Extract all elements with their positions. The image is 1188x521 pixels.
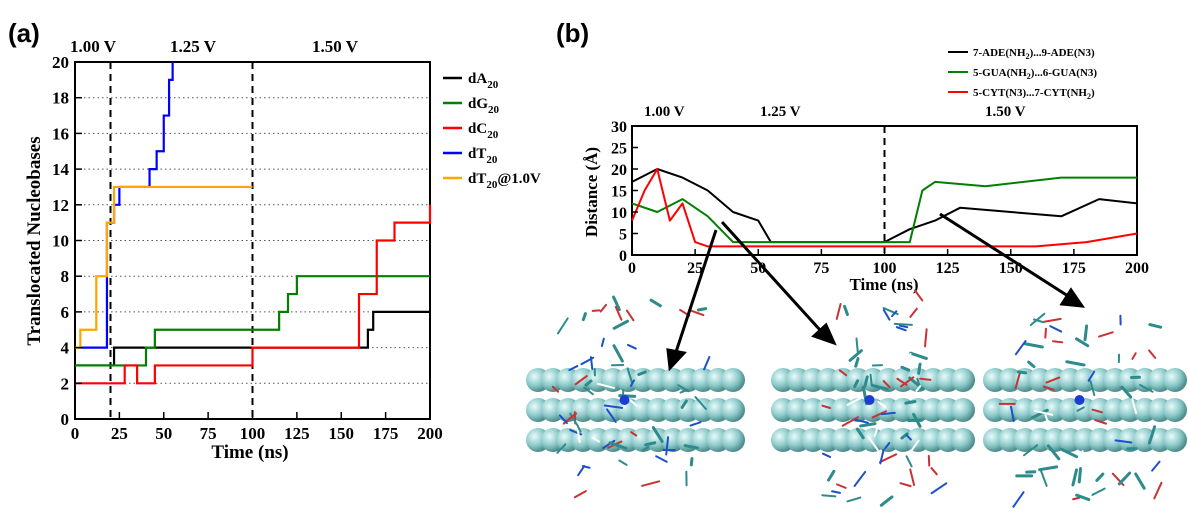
x-tick-label: 175: [373, 424, 399, 443]
legend-entry: 7-ADE(NH2)...9-ADE(N3): [973, 47, 1095, 61]
x-tick-label: 50: [155, 424, 172, 443]
x-tick-label: 75: [813, 260, 829, 277]
panel-b-y-ticks: 0 5 10 15 20 25 30: [611, 119, 638, 265]
b-voltage-label-1: 1.00 V: [644, 104, 685, 120]
y-tick-label: 2: [61, 374, 70, 393]
y-tick-label: 12: [52, 196, 69, 215]
series-line-dc20: [75, 204, 432, 385]
legend-entry: dC20: [468, 121, 499, 141]
x-tick-label: 100: [240, 424, 266, 443]
legend-entry: dG20: [468, 96, 500, 116]
voltage-label-3: 1.50 V: [312, 37, 359, 56]
x-tick-label: 150: [329, 424, 355, 443]
arrow-1-head: [666, 348, 687, 372]
x-tick-label: 25: [111, 424, 128, 443]
legend-entry: dT20: [468, 146, 498, 166]
series-line-dg20: [75, 275, 430, 367]
panel-b-chart: (b) 7-ADE(NH2)...9-ADE(N3) 5-GUA(NH2)...6…: [526, 18, 1187, 508]
arrow-2: [720, 220, 822, 332]
legend-entry: dA20: [468, 71, 499, 91]
legend-entry: 5-GUA(NH2)...6-GUA(N3): [973, 67, 1097, 81]
x-tick-label: 100: [873, 260, 897, 277]
y-tick-label: 20: [611, 162, 627, 179]
panel-b-x-axis-label: Time (ns): [849, 275, 918, 294]
x-tick-label: 175: [1062, 260, 1086, 277]
snapshot-3: [983, 305, 1187, 508]
x-tick-label: 25: [687, 260, 703, 277]
x-tick-label: 75: [200, 424, 217, 443]
arrow-3: [939, 212, 1069, 298]
distance-series-line-3: [631, 168, 1138, 248]
snapshot-1: [526, 295, 745, 503]
x-tick-label: 0: [71, 424, 80, 443]
panel-b-x-ticks: 0 25 50 75 100 125 150 175 200: [628, 249, 1149, 277]
distance-series-line-2: [631, 176, 1137, 244]
y-tick-label: 6: [61, 303, 70, 322]
b-voltage-label-2: 1.25 V: [760, 104, 801, 120]
panel-a-x-ticks: 0 25 50 75 100 125 150 175 200: [71, 412, 443, 443]
panel-a-series: [75, 62, 432, 385]
legend-entry: 5-CYT(N3)...7-CYT(NH2): [973, 87, 1095, 101]
y-tick-label: 4: [61, 339, 70, 358]
panel-b-label: (b): [556, 18, 589, 48]
y-tick-label: 18: [52, 89, 69, 108]
y-tick-label: 0: [61, 410, 70, 429]
x-tick-label: 0: [628, 260, 636, 277]
voltage-label-2: 1.25 V: [170, 37, 217, 56]
panel-a-chart: (a) 0 25 50 75 100 125 150 175 200 0 2 4 6 8 10 12 14 16…: [8, 18, 541, 463]
panel-b-voltage-labels: 1.00 V 1.25 V 1.50 V: [644, 104, 1026, 120]
panel-a-label: (a): [8, 18, 40, 48]
voltage-label-1: 1.00 V: [70, 37, 117, 56]
x-tick-label: 200: [417, 424, 443, 443]
y-tick-label: 0: [619, 248, 627, 265]
molecular-snapshots: [526, 289, 1187, 508]
panel-b-y-axis-label: Distance (Å): [582, 147, 601, 237]
panel-a-legend: dA20 dG20 dC20 dT20 dT20@1.0V: [443, 71, 541, 191]
x-tick-label: 125: [936, 260, 960, 277]
y-tick-label: 5: [619, 227, 627, 244]
panel-a-voltage-labels: 1.00 V 1.25 V 1.50 V: [70, 37, 359, 56]
snapshot-arrows: [666, 212, 1086, 372]
arrow-3-head: [1059, 287, 1086, 308]
x-tick-label: 125: [284, 424, 310, 443]
y-tick-label: 16: [52, 124, 69, 143]
legend-entry: dT20@1.0V: [468, 171, 541, 191]
snapshot-2: [771, 289, 975, 507]
x-tick-label: 150: [999, 260, 1023, 277]
x-tick-label: 200: [1125, 260, 1149, 277]
y-tick-label: 10: [52, 232, 69, 251]
y-tick-label: 20: [52, 53, 69, 72]
arrow-2-head: [811, 322, 837, 346]
y-tick-label: 8: [61, 267, 70, 286]
arrow-1: [674, 229, 718, 353]
y-tick-label: 15: [611, 184, 627, 201]
y-tick-label: 10: [611, 205, 627, 222]
series-line-dt20-1-0v: [75, 185, 253, 349]
b-voltage-label-3: 1.50 V: [985, 104, 1026, 120]
panel-a-x-axis-label: Time (ns): [211, 442, 288, 463]
y-tick-label: 25: [611, 141, 627, 158]
y-tick-label: 30: [611, 119, 627, 136]
panel-b-legend: 7-ADE(NH2)...9-ADE(N3) 5-GUA(NH2)...6-GUA…: [948, 47, 1097, 101]
y-tick-label: 14: [52, 160, 70, 179]
panel-a-y-ticks: 0 2 4 6 8 10 12 14 16 18 20: [52, 53, 82, 429]
panel-b-series: [631, 168, 1138, 248]
panel-a-y-axis-label: Translocated Nucleobases: [24, 136, 45, 345]
